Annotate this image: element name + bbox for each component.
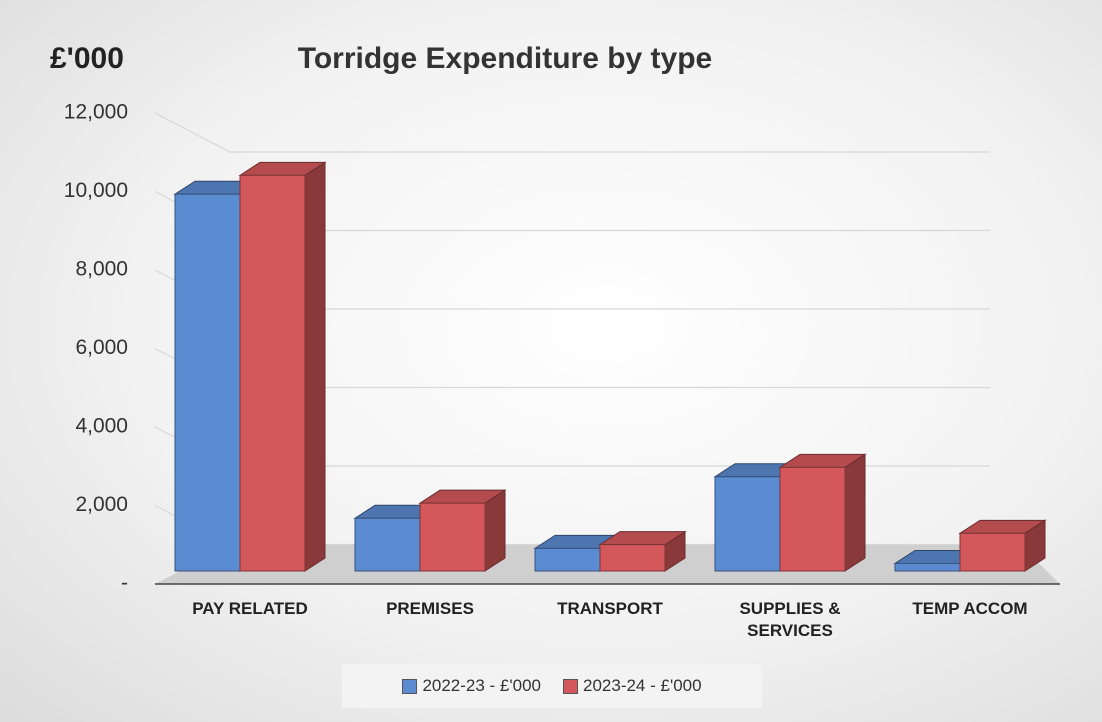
bar-side	[484, 489, 506, 572]
bar-front	[779, 466, 846, 572]
y-tick-label: -	[121, 572, 128, 595]
bar-front	[894, 562, 961, 572]
legend: 2022-23 - £'000 2023-24 - £'000	[342, 664, 762, 708]
y-axis-label: £'000	[50, 42, 124, 75]
x-tick-label: TEMP ACCOM	[912, 599, 1028, 618]
bar	[778, 453, 867, 572]
legend-item: 2023-24 - £'000	[563, 676, 702, 696]
bar	[238, 161, 327, 572]
chart-title: Torridge Expenditure by type	[298, 42, 713, 75]
y-tick-label: 10,000	[64, 179, 128, 202]
bar-front	[419, 502, 486, 572]
legend-label: 2023-24 - £'000	[583, 676, 702, 695]
legend-swatch	[563, 678, 578, 694]
legend-swatch	[402, 678, 418, 694]
bar	[418, 489, 507, 572]
y-tick-label: 6,000	[75, 336, 128, 359]
bar-side	[304, 161, 326, 572]
x-tick-label: TRANSPORT	[557, 599, 663, 618]
x-tick-label: SUPPLIES & SERVICES	[739, 599, 841, 640]
bar-front	[534, 547, 601, 572]
x-tick-label: PAY RELATED	[192, 599, 308, 618]
bar-front	[354, 517, 421, 572]
legend-item: 2022-23 - £'000	[402, 676, 541, 696]
bar-front	[599, 544, 666, 572]
bar-side	[844, 453, 866, 572]
y-tick-label: 4,000	[75, 415, 128, 438]
y-tick-label: 12,000	[64, 101, 128, 124]
x-tick-label: PREMISES	[386, 599, 474, 618]
bar	[958, 519, 1047, 572]
y-tick-label: 8,000	[75, 258, 128, 281]
bar-front	[959, 532, 1026, 572]
y-tick-label: 2,000	[75, 493, 128, 516]
bar-front	[714, 476, 781, 572]
bar	[598, 530, 687, 572]
bar-front	[239, 174, 306, 572]
bar-front	[174, 193, 241, 572]
legend-label: 2022-23 - £'000	[422, 676, 541, 695]
grid-line	[154, 112, 990, 153]
